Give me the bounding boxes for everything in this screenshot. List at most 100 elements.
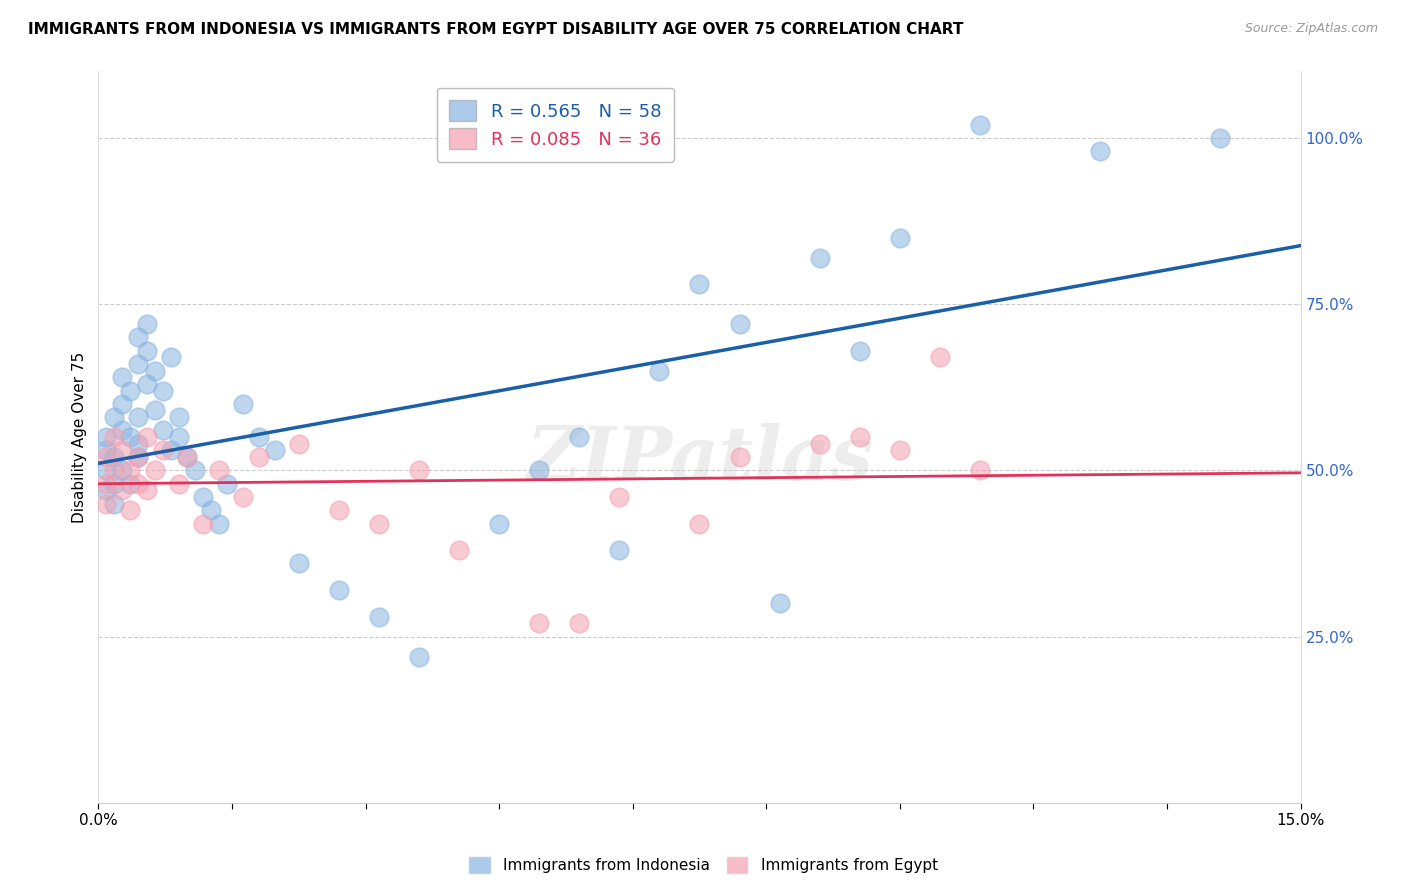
Point: [152, 384, 174, 398]
Point: [769, 596, 792, 610]
Point: [103, 430, 125, 444]
Point: [111, 397, 134, 411]
Point: [167, 430, 190, 444]
Point: [568, 616, 591, 631]
Point: [111, 463, 134, 477]
Point: [96, 483, 118, 498]
Point: [328, 582, 350, 597]
Point: [408, 649, 430, 664]
Point: [648, 363, 671, 377]
Point: [128, 450, 150, 464]
Point: [128, 436, 150, 450]
Point: [288, 436, 311, 450]
Legend: R = 0.565   N = 58, R = 0.085   N = 36: R = 0.565 N = 58, R = 0.085 N = 36: [437, 87, 673, 162]
Point: [135, 430, 157, 444]
Point: [143, 363, 166, 377]
Point: [103, 497, 125, 511]
Point: [929, 351, 952, 365]
Point: [368, 516, 391, 531]
Point: [176, 450, 198, 464]
Point: [128, 476, 150, 491]
Point: [111, 370, 134, 384]
Point: [96, 497, 118, 511]
Point: [111, 443, 134, 458]
Point: [135, 343, 157, 358]
Point: [143, 463, 166, 477]
Point: [808, 251, 831, 265]
Text: ZIPatlas: ZIPatlas: [526, 423, 873, 495]
Point: [1209, 131, 1232, 145]
Point: [529, 463, 551, 477]
Point: [1088, 144, 1111, 158]
Point: [103, 410, 125, 425]
Point: [808, 436, 831, 450]
Point: [111, 424, 134, 438]
Text: Source: ZipAtlas.com: Source: ZipAtlas.com: [1244, 22, 1378, 36]
Point: [200, 503, 222, 517]
Point: [167, 476, 190, 491]
Point: [176, 450, 198, 464]
Point: [232, 490, 254, 504]
Point: [368, 609, 391, 624]
Point: [159, 443, 181, 458]
Point: [96, 476, 118, 491]
Point: [215, 476, 238, 491]
Legend: Immigrants from Indonesia, Immigrants from Egypt: Immigrants from Indonesia, Immigrants fr…: [463, 850, 943, 880]
Point: [889, 230, 911, 244]
Point: [103, 476, 125, 491]
Point: [969, 463, 991, 477]
Point: [689, 277, 711, 292]
Point: [488, 516, 510, 531]
Point: [120, 430, 142, 444]
Point: [143, 403, 166, 417]
Point: [120, 463, 142, 477]
Point: [96, 450, 118, 464]
Point: [208, 463, 231, 477]
Point: [159, 351, 181, 365]
Point: [969, 118, 991, 132]
Point: [232, 397, 254, 411]
Point: [191, 516, 214, 531]
Point: [568, 430, 591, 444]
Point: [128, 357, 150, 371]
Point: [208, 516, 231, 531]
Point: [120, 476, 142, 491]
Point: [103, 450, 125, 464]
Point: [609, 490, 631, 504]
Point: [128, 450, 150, 464]
Point: [111, 483, 134, 498]
Point: [135, 483, 157, 498]
Point: [128, 330, 150, 344]
Text: IMMIGRANTS FROM INDONESIA VS IMMIGRANTS FROM EGYPT DISABILITY AGE OVER 75 CORREL: IMMIGRANTS FROM INDONESIA VS IMMIGRANTS …: [28, 22, 963, 37]
Point: [263, 443, 285, 458]
Point: [135, 317, 157, 331]
Point: [328, 503, 350, 517]
Point: [728, 317, 751, 331]
Point: [247, 450, 270, 464]
Point: [247, 430, 270, 444]
Point: [96, 430, 118, 444]
Point: [849, 430, 872, 444]
Point: [447, 543, 470, 558]
Point: [609, 543, 631, 558]
Point: [167, 410, 190, 425]
Point: [288, 557, 311, 571]
Point: [96, 463, 118, 477]
Point: [120, 503, 142, 517]
Point: [135, 376, 157, 391]
Point: [728, 450, 751, 464]
Point: [849, 343, 872, 358]
Point: [408, 463, 430, 477]
Point: [689, 516, 711, 531]
Y-axis label: Disability Age Over 75: Disability Age Over 75: [72, 351, 87, 523]
Point: [96, 443, 118, 458]
Point: [128, 410, 150, 425]
Point: [183, 463, 205, 477]
Point: [152, 424, 174, 438]
Point: [191, 490, 214, 504]
Point: [103, 463, 125, 477]
Point: [120, 384, 142, 398]
Point: [152, 443, 174, 458]
Point: [889, 443, 911, 458]
Point: [529, 616, 551, 631]
